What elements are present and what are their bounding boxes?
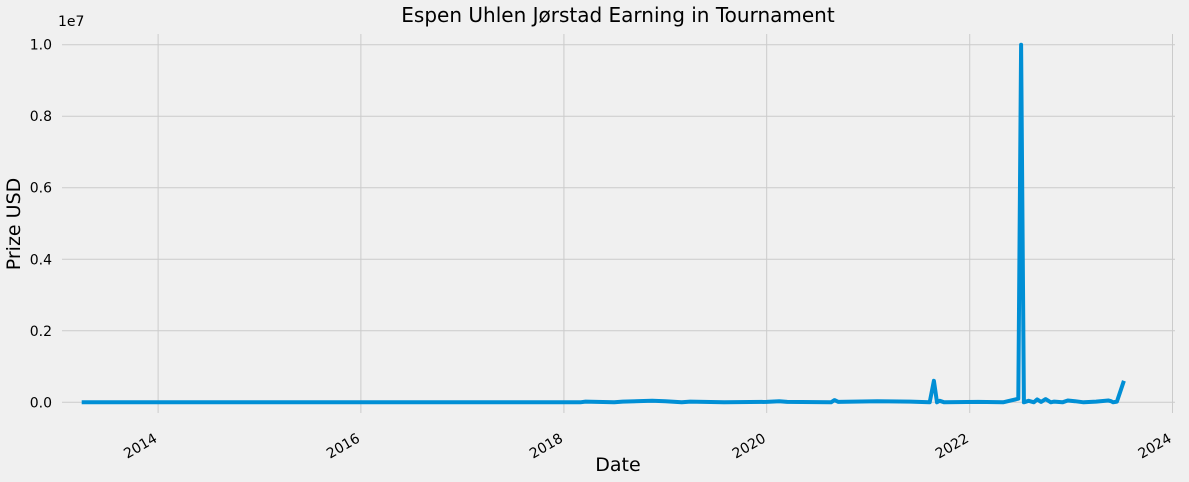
grid-lines: [62, 34, 1175, 413]
x-tick-label: 2014: [121, 431, 160, 463]
x-tick-label: 2018: [527, 431, 566, 463]
chart-title: Espen Uhlen Jørstad Earning in Tournamen…: [401, 3, 835, 27]
y-multiplier-label: 1e7: [58, 14, 84, 30]
y-tick-label: 1.0: [30, 38, 52, 54]
x-tick-label: 2024: [1136, 431, 1175, 463]
x-tick-label: 2020: [730, 431, 769, 463]
x-axis: 2014 2016 2018 2020 2022 2024: [121, 431, 1174, 463]
y-tick-label: 0.4: [30, 252, 52, 268]
y-tick-label: 0.0: [30, 395, 52, 411]
y-axis: 0.0 0.2 0.4 0.6 0.8 1.0: [30, 38, 52, 412]
y-axis-label: Prize USD: [3, 178, 25, 271]
y-tick-label: 0.2: [30, 324, 52, 340]
x-tick-label: 2022: [933, 431, 972, 463]
series-line: [81, 42, 1126, 405]
y-tick-label: 0.8: [30, 109, 52, 125]
series-layer: [81, 42, 1126, 405]
y-tick-label: 0.6: [30, 181, 52, 197]
x-axis-label: Date: [595, 454, 640, 476]
x-tick-label: 2016: [324, 431, 363, 463]
